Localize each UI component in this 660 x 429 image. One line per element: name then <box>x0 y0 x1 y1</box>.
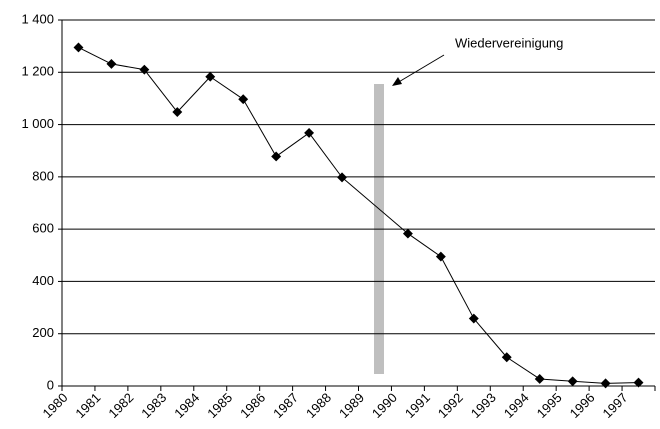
marker <box>271 151 282 162</box>
x-tick-label: 1996 <box>567 390 598 421</box>
marker <box>172 107 183 117</box>
marker <box>304 127 315 138</box>
line-segment <box>143 69 178 113</box>
line-segment <box>407 233 442 258</box>
y-tick-label: 0 <box>47 377 54 392</box>
x-tick-label: 1993 <box>468 390 499 421</box>
y-tick-label: 600 <box>32 221 54 236</box>
x-tick-label: 1989 <box>336 390 367 421</box>
marker <box>106 58 117 69</box>
x-tick-label: 1995 <box>534 390 565 421</box>
x-tick-label: 1980 <box>39 390 70 421</box>
line-segment <box>572 380 606 384</box>
line-segment <box>539 378 573 382</box>
line-segment <box>440 256 475 319</box>
line-segment <box>473 318 508 358</box>
line-segment <box>308 132 343 178</box>
marker <box>501 352 512 363</box>
line-segment <box>506 356 540 380</box>
x-tick-label: 1985 <box>204 390 235 421</box>
marker <box>435 251 446 262</box>
line-segment <box>78 47 112 65</box>
marker <box>567 376 578 387</box>
annotation: Wiedervereinigung <box>455 35 563 50</box>
x-tick-label: 1984 <box>171 390 202 421</box>
marker <box>139 64 150 75</box>
line-segment <box>605 382 639 384</box>
marker <box>205 71 216 82</box>
line-segment <box>341 176 409 234</box>
marker <box>633 377 644 388</box>
y-tick-label: 200 <box>32 325 54 340</box>
marker <box>468 313 479 324</box>
y-tick-label: 1 000 <box>21 116 54 131</box>
x-tick-label: 1991 <box>402 390 433 421</box>
marker <box>238 94 249 105</box>
y-tick-label: 1 400 <box>21 11 54 26</box>
marker <box>534 373 545 384</box>
line-segment <box>275 132 310 157</box>
line-segment <box>209 76 244 100</box>
x-tick-label: 1988 <box>303 390 334 421</box>
marker <box>337 172 347 183</box>
marker <box>73 42 84 53</box>
x-tick-label: 1992 <box>435 390 466 421</box>
arrow-head <box>392 77 402 86</box>
line-segment <box>242 98 277 157</box>
line-segment <box>111 63 145 71</box>
y-tick-label: 1 200 <box>21 64 54 79</box>
x-tick-label: 1986 <box>237 390 268 421</box>
x-tick-label: 1997 <box>600 390 631 421</box>
x-tick-label: 1994 <box>501 390 532 421</box>
annotation-arrow <box>396 54 445 84</box>
x-tick-label: 1982 <box>105 390 136 421</box>
x-tick-label: 1990 <box>369 390 400 421</box>
marker <box>402 228 413 239</box>
line-segment <box>176 76 211 113</box>
marker <box>600 378 611 389</box>
y-tick-label: 400 <box>32 273 54 288</box>
y-tick-label: 800 <box>32 168 54 183</box>
x-tick-label: 1983 <box>138 390 169 421</box>
x-tick-label: 1981 <box>72 390 103 421</box>
x-tick-label: 1987 <box>270 390 301 421</box>
